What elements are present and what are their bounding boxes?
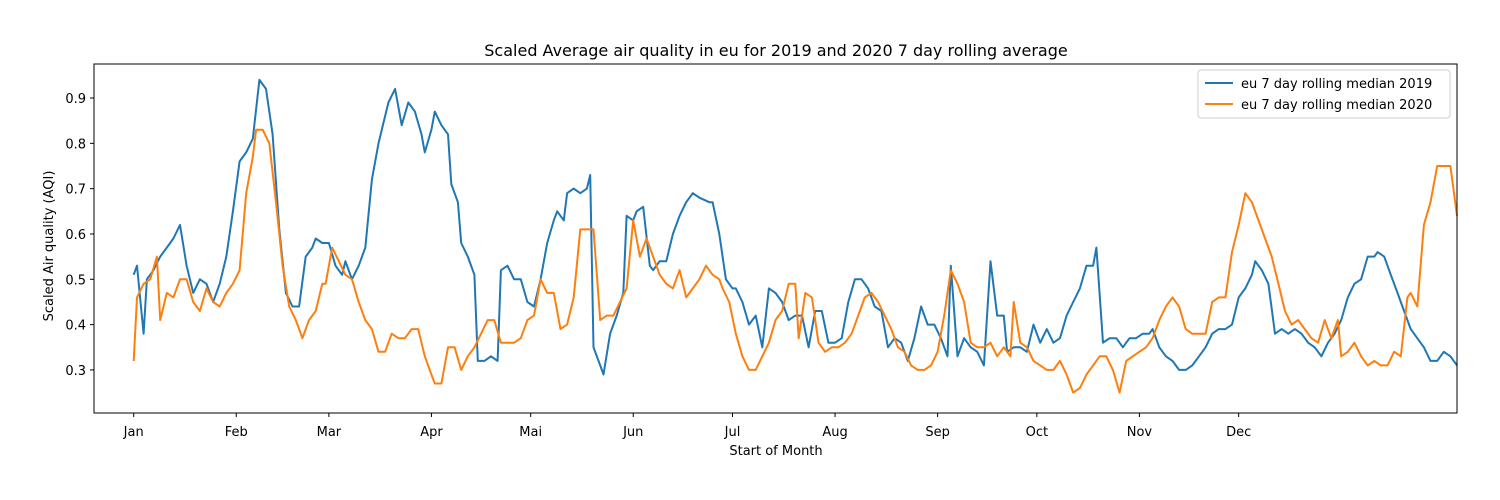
legend-label-1: eu 7 day rolling median 2019 bbox=[1241, 77, 1432, 92]
legend: eu 7 day rolling median 2019 eu 7 day rol… bbox=[1197, 69, 1451, 119]
y-tick-label: 0.9 bbox=[65, 92, 86, 107]
plot-area: 0.3 0.4 0.5 0.6 0.7 0.8 0.9 Jan Feb Mar Apr Mai Jun J… bbox=[65, 63, 1458, 440]
x-tick-label: Sep bbox=[925, 425, 950, 440]
x-tick-label: Apr bbox=[420, 425, 443, 440]
x-tick-label: Aug bbox=[822, 425, 847, 440]
x-tick-label: Jun bbox=[622, 425, 643, 440]
y-tick-label: 0.4 bbox=[65, 319, 86, 334]
y-tick-label: 0.3 bbox=[65, 364, 86, 379]
y-tick-label: 0.7 bbox=[65, 183, 86, 198]
y-tick-label: 0.5 bbox=[65, 273, 86, 288]
x-tick-label: Jul bbox=[724, 425, 741, 440]
chart-title: Scaled Average air quality in eu for 201… bbox=[484, 41, 1067, 60]
x-tick-label: Nov bbox=[1127, 425, 1153, 440]
x-tick-label: Oct bbox=[1026, 425, 1048, 440]
x-axis-label: Start of Month bbox=[729, 444, 822, 459]
x-tick-label: Mar bbox=[317, 425, 342, 440]
y-tick-label: 0.6 bbox=[65, 228, 86, 243]
series-line-1 bbox=[132, 78, 1458, 376]
legend-box bbox=[1197, 69, 1451, 119]
x-tick-label: Dec bbox=[1226, 425, 1251, 440]
x-tick-label: Mai bbox=[519, 425, 542, 440]
y-tick-label: 0.8 bbox=[65, 137, 86, 152]
x-tick-label: Jan bbox=[123, 425, 144, 440]
series-line-2 bbox=[132, 128, 1458, 394]
plot-frame bbox=[93, 63, 1458, 414]
y-axis-label: Scaled Air quality (AQI) bbox=[42, 171, 57, 322]
x-tick-label: Feb bbox=[225, 425, 248, 440]
legend-label-2: eu 7 day rolling median 2020 bbox=[1241, 98, 1432, 113]
